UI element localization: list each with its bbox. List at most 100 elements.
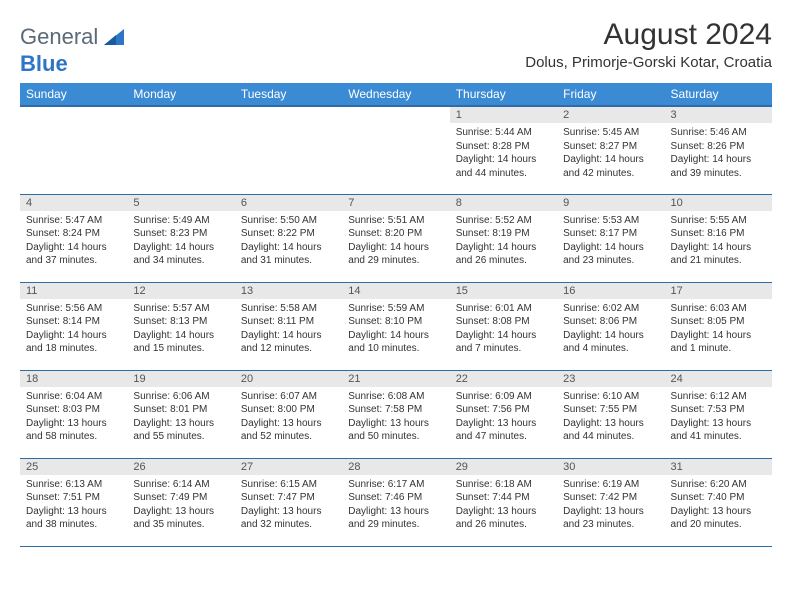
daylight-line: Daylight: 13 hours and 41 minutes. bbox=[671, 417, 766, 444]
sunset-line: Sunset: 7:42 PM bbox=[563, 491, 658, 505]
calendar-cell: 12Sunrise: 5:57 AMSunset: 8:13 PMDayligh… bbox=[127, 282, 234, 370]
sunrise-line: Sunrise: 6:01 AM bbox=[456, 302, 551, 316]
sunset-line: Sunset: 8:19 PM bbox=[456, 227, 551, 241]
calendar-week: 11Sunrise: 5:56 AMSunset: 8:14 PMDayligh… bbox=[20, 282, 772, 370]
calendar-cell: 10Sunrise: 5:55 AMSunset: 8:16 PMDayligh… bbox=[665, 194, 772, 282]
sunrise-line: Sunrise: 6:14 AM bbox=[133, 478, 228, 492]
day-body: Sunrise: 6:17 AMSunset: 7:46 PMDaylight:… bbox=[342, 475, 449, 534]
calendar-cell: 24Sunrise: 6:12 AMSunset: 7:53 PMDayligh… bbox=[665, 370, 772, 458]
calendar-cell bbox=[235, 106, 342, 194]
day-body: Sunrise: 6:19 AMSunset: 7:42 PMDaylight:… bbox=[557, 475, 664, 534]
day-number: 31 bbox=[665, 459, 772, 475]
day-number: 3 bbox=[665, 107, 772, 123]
calendar-cell: 17Sunrise: 6:03 AMSunset: 8:05 PMDayligh… bbox=[665, 282, 772, 370]
day-body: Sunrise: 5:55 AMSunset: 8:16 PMDaylight:… bbox=[665, 211, 772, 270]
sunset-line: Sunset: 7:55 PM bbox=[563, 403, 658, 417]
header: General Blue August 2024 Dolus, Primorje… bbox=[20, 18, 772, 77]
sunset-line: Sunset: 8:03 PM bbox=[26, 403, 121, 417]
calendar-cell: 26Sunrise: 6:14 AMSunset: 7:49 PMDayligh… bbox=[127, 458, 234, 546]
daylight-line: Daylight: 14 hours and 26 minutes. bbox=[456, 241, 551, 268]
day-body: Sunrise: 6:20 AMSunset: 7:40 PMDaylight:… bbox=[665, 475, 772, 534]
sunrise-line: Sunrise: 6:15 AM bbox=[241, 478, 336, 492]
sunset-line: Sunset: 7:40 PM bbox=[671, 491, 766, 505]
sunset-line: Sunset: 8:10 PM bbox=[348, 315, 443, 329]
daylight-line: Daylight: 14 hours and 4 minutes. bbox=[563, 329, 658, 356]
sunset-line: Sunset: 7:47 PM bbox=[241, 491, 336, 505]
day-number: 29 bbox=[450, 459, 557, 475]
calendar-cell: 14Sunrise: 5:59 AMSunset: 8:10 PMDayligh… bbox=[342, 282, 449, 370]
day-body: Sunrise: 5:56 AMSunset: 8:14 PMDaylight:… bbox=[20, 299, 127, 358]
day-body: Sunrise: 5:50 AMSunset: 8:22 PMDaylight:… bbox=[235, 211, 342, 270]
day-number: 26 bbox=[127, 459, 234, 475]
day-number: 5 bbox=[127, 195, 234, 211]
sunset-line: Sunset: 8:28 PM bbox=[456, 140, 551, 154]
calendar-cell: 25Sunrise: 6:13 AMSunset: 7:51 PMDayligh… bbox=[20, 458, 127, 546]
daylight-line: Daylight: 14 hours and 1 minute. bbox=[671, 329, 766, 356]
day-number: 27 bbox=[235, 459, 342, 475]
daylight-line: Daylight: 13 hours and 23 minutes. bbox=[563, 505, 658, 532]
daylight-line: Daylight: 13 hours and 29 minutes. bbox=[348, 505, 443, 532]
sunset-line: Sunset: 8:14 PM bbox=[26, 315, 121, 329]
day-number: 9 bbox=[557, 195, 664, 211]
daylight-line: Daylight: 14 hours and 10 minutes. bbox=[348, 329, 443, 356]
day-body: Sunrise: 6:03 AMSunset: 8:05 PMDaylight:… bbox=[665, 299, 772, 358]
day-number: 16 bbox=[557, 283, 664, 299]
calendar-cell: 5Sunrise: 5:49 AMSunset: 8:23 PMDaylight… bbox=[127, 194, 234, 282]
day-number: 6 bbox=[235, 195, 342, 211]
daylight-line: Daylight: 13 hours and 55 minutes. bbox=[133, 417, 228, 444]
day-body: Sunrise: 5:53 AMSunset: 8:17 PMDaylight:… bbox=[557, 211, 664, 270]
sunset-line: Sunset: 8:05 PM bbox=[671, 315, 766, 329]
daylight-line: Daylight: 13 hours and 50 minutes. bbox=[348, 417, 443, 444]
sunrise-line: Sunrise: 6:20 AM bbox=[671, 478, 766, 492]
sunset-line: Sunset: 8:24 PM bbox=[26, 227, 121, 241]
daylight-line: Daylight: 14 hours and 12 minutes. bbox=[241, 329, 336, 356]
day-body: Sunrise: 5:59 AMSunset: 8:10 PMDaylight:… bbox=[342, 299, 449, 358]
day-body: Sunrise: 5:44 AMSunset: 8:28 PMDaylight:… bbox=[450, 123, 557, 182]
day-body: Sunrise: 6:18 AMSunset: 7:44 PMDaylight:… bbox=[450, 475, 557, 534]
calendar-cell: 16Sunrise: 6:02 AMSunset: 8:06 PMDayligh… bbox=[557, 282, 664, 370]
day-number: 2 bbox=[557, 107, 664, 123]
day-header: Friday bbox=[557, 83, 664, 106]
day-header-row: SundayMondayTuesdayWednesdayThursdayFrid… bbox=[20, 83, 772, 106]
day-body: Sunrise: 6:04 AMSunset: 8:03 PMDaylight:… bbox=[20, 387, 127, 446]
day-header: Sunday bbox=[20, 83, 127, 106]
logo-triangle-icon bbox=[104, 25, 124, 51]
calendar-cell: 3Sunrise: 5:46 AMSunset: 8:26 PMDaylight… bbox=[665, 106, 772, 194]
logo-text: General Blue bbox=[20, 24, 124, 77]
calendar-cell: 27Sunrise: 6:15 AMSunset: 7:47 PMDayligh… bbox=[235, 458, 342, 546]
day-body: Sunrise: 5:52 AMSunset: 8:19 PMDaylight:… bbox=[450, 211, 557, 270]
day-body: Sunrise: 5:51 AMSunset: 8:20 PMDaylight:… bbox=[342, 211, 449, 270]
day-number: 24 bbox=[665, 371, 772, 387]
sunset-line: Sunset: 7:53 PM bbox=[671, 403, 766, 417]
calendar-cell: 7Sunrise: 5:51 AMSunset: 8:20 PMDaylight… bbox=[342, 194, 449, 282]
sunrise-line: Sunrise: 6:07 AM bbox=[241, 390, 336, 404]
sunset-line: Sunset: 8:17 PM bbox=[563, 227, 658, 241]
sunrise-line: Sunrise: 6:06 AM bbox=[133, 390, 228, 404]
day-body: Sunrise: 5:46 AMSunset: 8:26 PMDaylight:… bbox=[665, 123, 772, 182]
sunset-line: Sunset: 7:49 PM bbox=[133, 491, 228, 505]
calendar-cell: 23Sunrise: 6:10 AMSunset: 7:55 PMDayligh… bbox=[557, 370, 664, 458]
sunrise-line: Sunrise: 5:50 AM bbox=[241, 214, 336, 228]
calendar-table: SundayMondayTuesdayWednesdayThursdayFrid… bbox=[20, 83, 772, 547]
day-number: 21 bbox=[342, 371, 449, 387]
day-number: 28 bbox=[342, 459, 449, 475]
day-number: 15 bbox=[450, 283, 557, 299]
sunset-line: Sunset: 7:46 PM bbox=[348, 491, 443, 505]
day-body: Sunrise: 6:10 AMSunset: 7:55 PMDaylight:… bbox=[557, 387, 664, 446]
daylight-line: Daylight: 14 hours and 39 minutes. bbox=[671, 153, 766, 180]
day-header: Saturday bbox=[665, 83, 772, 106]
daylight-line: Daylight: 13 hours and 58 minutes. bbox=[26, 417, 121, 444]
sunrise-line: Sunrise: 6:03 AM bbox=[671, 302, 766, 316]
day-number: 18 bbox=[20, 371, 127, 387]
sunset-line: Sunset: 7:44 PM bbox=[456, 491, 551, 505]
calendar-cell: 9Sunrise: 5:53 AMSunset: 8:17 PMDaylight… bbox=[557, 194, 664, 282]
sunset-line: Sunset: 8:13 PM bbox=[133, 315, 228, 329]
day-number: 10 bbox=[665, 195, 772, 211]
sunset-line: Sunset: 8:27 PM bbox=[563, 140, 658, 154]
day-number: 7 bbox=[342, 195, 449, 211]
sunset-line: Sunset: 8:08 PM bbox=[456, 315, 551, 329]
sunrise-line: Sunrise: 6:04 AM bbox=[26, 390, 121, 404]
calendar-cell: 2Sunrise: 5:45 AMSunset: 8:27 PMDaylight… bbox=[557, 106, 664, 194]
daylight-line: Daylight: 13 hours and 47 minutes. bbox=[456, 417, 551, 444]
day-body: Sunrise: 6:01 AMSunset: 8:08 PMDaylight:… bbox=[450, 299, 557, 358]
